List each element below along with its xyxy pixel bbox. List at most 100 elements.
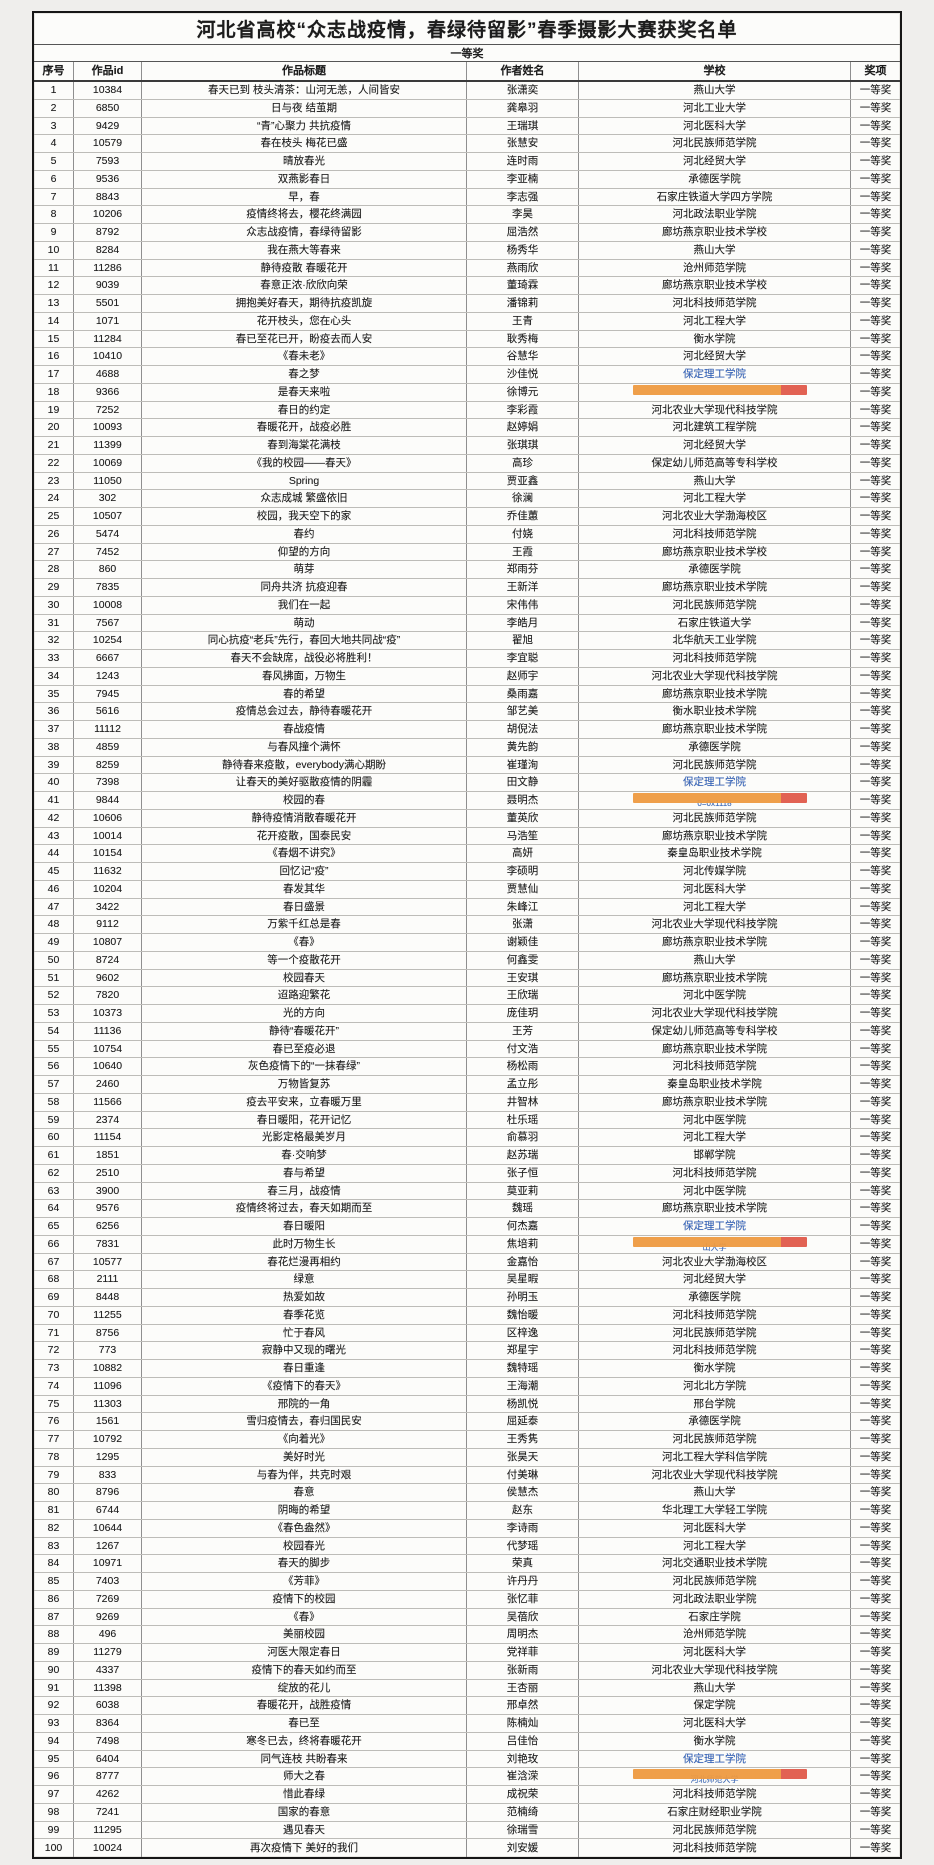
cell-school: 廊坊燕京职业技术学院 bbox=[579, 1200, 851, 1217]
cell-title: 校园春光 bbox=[142, 1537, 467, 1555]
cell-seq: 71 bbox=[34, 1324, 74, 1342]
school-text: 沧州师范学院 bbox=[683, 261, 746, 274]
cell-work-id: 7831 bbox=[74, 1235, 142, 1253]
cell-school: 河北科技师范学院 bbox=[579, 525, 851, 543]
cell-author: 赵苏瑞 bbox=[467, 1147, 579, 1164]
cell-author: 李志强 bbox=[467, 188, 579, 206]
cell-seq: 80 bbox=[34, 1484, 74, 1501]
cell-school: 河北医科大学 bbox=[579, 117, 851, 135]
cell-seq: 2 bbox=[34, 99, 74, 117]
cell-title: 热爱如故 bbox=[142, 1289, 467, 1306]
school-text: 河北政法职业学院 bbox=[672, 1592, 757, 1605]
cell-title: “青”心聚力 共抗疫情 bbox=[142, 117, 467, 135]
table-row: 43 10014 花开疫散，国泰民安 马浩笙 廊坊燕京职业技术学院 一等奖 bbox=[34, 827, 900, 846]
orange-highlight bbox=[633, 384, 807, 395]
table-row: 8 10206 疫情终将去，樱花终满园 李昊 河北政法职业学院 一等奖 bbox=[34, 206, 900, 224]
cell-title: 同气连枝 共盼春来 bbox=[142, 1750, 467, 1768]
cell-title: 众志战疫情，春绿待留影 bbox=[142, 224, 467, 241]
cell-school: 沧州师范学院 bbox=[579, 259, 851, 277]
cell-title: 《春色盎然》 bbox=[142, 1519, 467, 1537]
cell-school: 河北经贸大学 bbox=[579, 153, 851, 170]
school-text: 河北农业大学现代科技学院 bbox=[651, 918, 778, 931]
cell-author: 张慧安 bbox=[467, 135, 579, 152]
school-text: 燕山大学 bbox=[693, 243, 736, 256]
page-title: 河北省高校“众志战疫情，春绿待留影”春季摄影大赛获奖名单 bbox=[196, 20, 738, 41]
cell-award: 一等奖 bbox=[859, 1575, 892, 1588]
cell-award: 一等奖 bbox=[859, 226, 892, 239]
cell-title: 花开枝头，您在心头 bbox=[142, 312, 467, 330]
cell-work-id: 6404 bbox=[74, 1750, 142, 1768]
school-text: 河北民族师范学院 bbox=[672, 1575, 757, 1588]
cell-school[interactable]: 保定理工学院 bbox=[579, 1218, 851, 1235]
cell-work-id: 11399 bbox=[74, 437, 142, 454]
cell-seq: 95 bbox=[34, 1750, 74, 1768]
cell-work-id: 11303 bbox=[74, 1395, 142, 1413]
cell-school: 承德医学院 bbox=[579, 1413, 851, 1430]
cell-title: 光的方向 bbox=[142, 1005, 467, 1022]
cell-school: 0=0x1118 bbox=[579, 792, 851, 809]
cell-award: 一等奖 bbox=[859, 1486, 892, 1499]
table-row: 44 10154 《春烟不讲究》 高妍 秦皇岛职业技术学院 一等奖 bbox=[34, 845, 900, 863]
cell-author: 田文静 bbox=[467, 774, 579, 791]
school-text: 河北中医学院 bbox=[683, 1184, 746, 1197]
school-text: 廊坊燕京职业技术学院 bbox=[662, 687, 767, 700]
table-row: 41 9844 校园的春 聂明杰 0=0x1118 一等奖 bbox=[34, 792, 900, 810]
cell-seq: 22 bbox=[34, 454, 74, 472]
cell-seq: 59 bbox=[34, 1111, 74, 1129]
table-row: 5 7593 晴放春光 连时雨 河北经贸大学 一等奖 bbox=[34, 153, 900, 171]
cell-author: 范楠绮 bbox=[467, 1803, 579, 1821]
cell-school: 河北传媒学院 bbox=[579, 863, 851, 880]
cell-seq: 51 bbox=[34, 969, 74, 987]
cell-award: 一等奖 bbox=[859, 1095, 892, 1108]
cell-author: 燕雨欣 bbox=[467, 259, 579, 277]
cell-seq: 74 bbox=[34, 1377, 74, 1395]
cell-award: 一等奖 bbox=[859, 403, 892, 416]
cell-title: 春已至疫必退 bbox=[142, 1040, 467, 1058]
cell-title: 我们在一起 bbox=[142, 596, 467, 614]
cell-award: 一等奖 bbox=[859, 1788, 892, 1801]
cell-school[interactable]: 保定理工学院 bbox=[579, 366, 851, 383]
cell-author: 李亚楠 bbox=[467, 170, 579, 188]
cell-author: 谢颖佳 bbox=[467, 934, 579, 951]
cell-seq: 69 bbox=[34, 1289, 74, 1306]
cell-award: 一等奖 bbox=[859, 1078, 892, 1091]
cell-school: 河北科技师范学院 bbox=[579, 650, 851, 667]
cell-work-id: 10807 bbox=[74, 934, 142, 951]
table-row: 45 11632 回忆记“疫” 李硕明 河北传媒学院 一等奖 bbox=[34, 863, 900, 881]
cell-author: 王欣瑞 bbox=[467, 987, 579, 1004]
cell-school: 燕山大学 bbox=[579, 951, 851, 969]
cell-work-id: 10606 bbox=[74, 809, 142, 827]
table-row: 37 11112 春战疫情 胡倪法 廊坊燕京职业技术学院 一等奖 bbox=[34, 721, 900, 739]
cell-seq: 32 bbox=[34, 632, 74, 649]
cell-school: 衡水职业技术学院 bbox=[579, 703, 851, 720]
cell-work-id: 9429 bbox=[74, 117, 142, 135]
cell-award: 一等奖 bbox=[859, 1237, 892, 1250]
cell-seq: 45 bbox=[34, 863, 74, 880]
cell-school[interactable]: 保定理工学院 bbox=[579, 774, 851, 791]
cell-school: 河北工程大学 bbox=[579, 312, 851, 330]
table-row: 55 10754 春已至疫必退 付文浩 廊坊燕京职业技术学院 一等奖 bbox=[34, 1040, 900, 1059]
school-text: 衡水学院 bbox=[693, 1362, 736, 1375]
cell-work-id: 4262 bbox=[74, 1786, 142, 1803]
cell-author: 刘艳玫 bbox=[467, 1750, 579, 1768]
cell-seq: 3 bbox=[34, 117, 74, 135]
cell-seq: 38 bbox=[34, 738, 74, 756]
cell-work-id: 302 bbox=[74, 490, 142, 507]
cell-seq: 13 bbox=[34, 295, 74, 312]
school-text: 衡水学院 bbox=[693, 332, 736, 345]
cell-seq: 88 bbox=[34, 1626, 74, 1643]
cell-school: 河北民族师范学院 bbox=[579, 756, 851, 774]
table-row: 67 10577 春花烂漫再相约 金嘉怡 河北农业大学渤海校区 一等奖 bbox=[34, 1253, 900, 1272]
school-text: 河北中医学院 bbox=[683, 989, 746, 1002]
cell-author: 区梓逸 bbox=[467, 1324, 579, 1342]
cell-title: 双燕影春日 bbox=[142, 170, 467, 188]
cell-school: 河北农业大学现代科技学院 bbox=[579, 1466, 851, 1484]
cell-school[interactable]: 保定理工学院 bbox=[579, 1750, 851, 1768]
cell-work-id: 8792 bbox=[74, 224, 142, 241]
table-row: 6 9536 双燕影春日 李亚楠 承德医学院 一等奖 bbox=[34, 170, 900, 189]
cell-title: 惜此春绿 bbox=[142, 1786, 467, 1803]
cell-school: 河北科技师范学院 bbox=[579, 1058, 851, 1075]
cell-seq: 7 bbox=[34, 188, 74, 206]
school-text: 廊坊燕京职业技术学校 bbox=[662, 279, 767, 292]
cell-work-id: 9366 bbox=[74, 383, 142, 401]
